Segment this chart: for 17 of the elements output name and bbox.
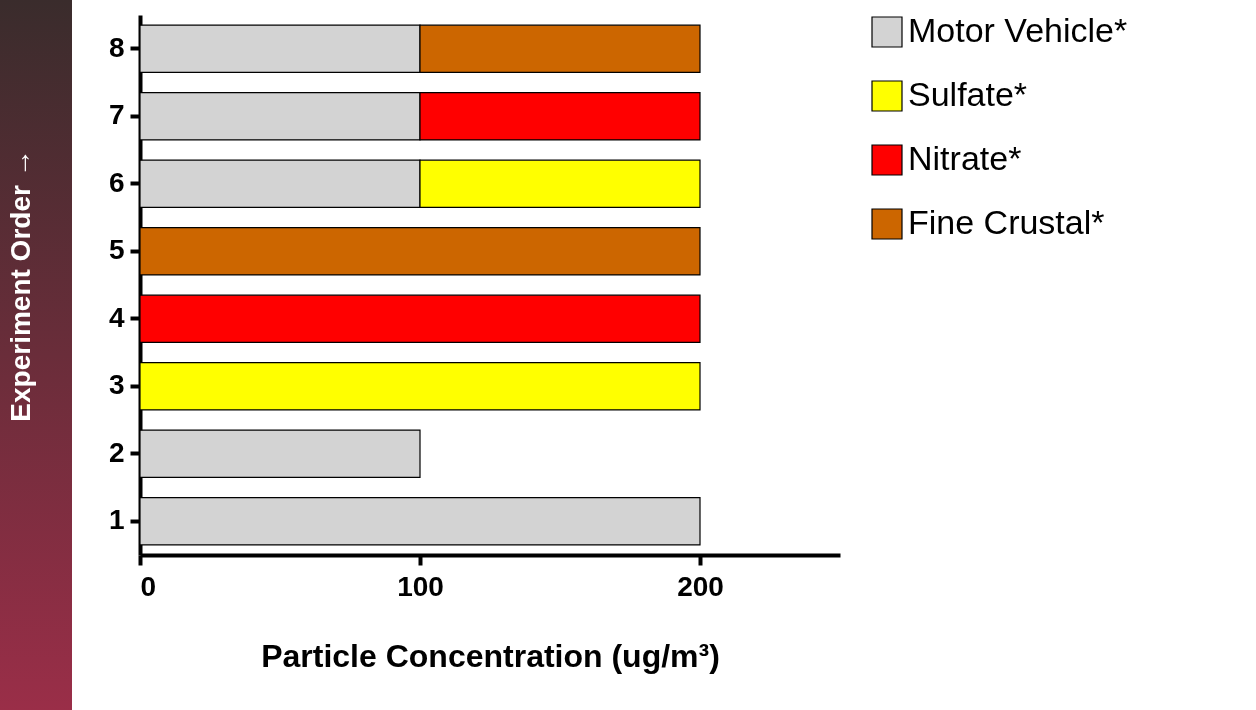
y-tick-label: 8: [108, 31, 125, 63]
x-axis-title: Particle Concentration (ug/m³): [261, 637, 720, 674]
x-tick-label: 200: [677, 570, 724, 602]
legend-label: Nitrate*: [908, 139, 1022, 177]
y-tick-label: 1: [108, 504, 125, 536]
y-tick-label: 3: [108, 369, 125, 401]
y-tick-label: 5: [108, 234, 125, 266]
y-tick-label: 6: [108, 166, 125, 198]
y-tick-label: 2: [108, 436, 125, 468]
legend-label: Motor Vehicle*: [908, 11, 1128, 49]
y-axis-title: Experiment Order →: [4, 149, 36, 422]
y-tick-label: 7: [108, 99, 125, 131]
legend-label: Sulfate*: [908, 75, 1028, 113]
x-tick-label: 100: [397, 570, 444, 602]
legend-label: Fine Crustal*: [908, 203, 1105, 241]
x-tick-label: 0: [140, 570, 157, 602]
y-tick-label: 4: [108, 301, 125, 333]
